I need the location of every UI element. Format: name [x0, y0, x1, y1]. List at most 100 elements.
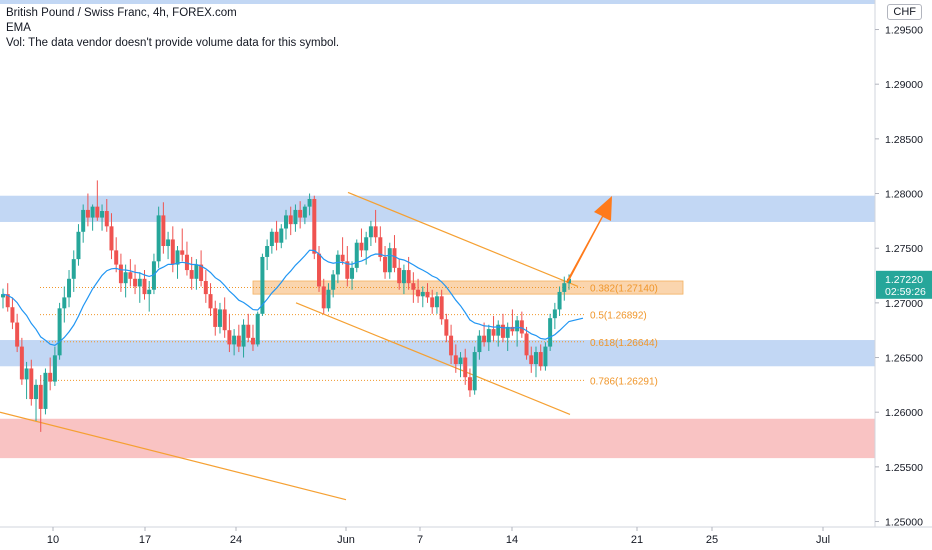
candle-body [29, 368, 34, 400]
candle-body [557, 291, 562, 310]
candle-body [34, 384, 39, 400]
fib-level-label: 0.5(1.26892) [590, 311, 647, 322]
candle-body [71, 259, 76, 279]
candle-body [321, 286, 326, 309]
candle-body [133, 278, 138, 287]
candle-body [416, 289, 421, 297]
candle-body [274, 231, 279, 243]
y-tick-label: 1.28000 [885, 189, 923, 201]
candle-body [467, 377, 472, 391]
up-arrow-annotation [566, 196, 612, 283]
y-tick-label: 1.25500 [885, 462, 923, 474]
candle-body [241, 324, 246, 347]
candle-body [397, 267, 402, 284]
candle-body [194, 264, 199, 279]
candle-body [434, 296, 439, 308]
candle-body [156, 215, 161, 262]
candle-body [5, 294, 10, 308]
candle-body [317, 253, 322, 287]
candle-body [57, 308, 62, 356]
currency-button[interactable]: CHF [887, 4, 922, 20]
y-tick-label: 1.29500 [885, 25, 923, 37]
candle-body [43, 372, 48, 409]
candle-body [85, 209, 90, 218]
candle-body [123, 272, 128, 284]
candle-body [548, 318, 553, 347]
candle-body [279, 228, 284, 243]
candle-body [265, 246, 270, 257]
candle-body [260, 256, 265, 314]
candle-body [449, 335, 454, 356]
x-tick-label: Jun [337, 534, 355, 546]
candle-body [166, 239, 171, 247]
candle-body [236, 335, 241, 347]
candle-body [378, 237, 383, 257]
candle-body [288, 215, 293, 225]
fib-level-label: 0.786(1.26291) [590, 376, 658, 387]
candle-body [307, 198, 312, 207]
candle-body [170, 239, 175, 265]
candle-body [552, 309, 557, 319]
candle-body [350, 267, 355, 279]
candle-body [326, 289, 331, 309]
y-tick-label: 1.27500 [885, 243, 923, 255]
candle-body [208, 294, 213, 309]
candle-body [458, 357, 463, 365]
candle-body [420, 291, 425, 297]
candle-body [496, 324, 501, 336]
candle-body [137, 278, 142, 287]
candle-body [67, 278, 72, 298]
zones-layer [0, 0, 875, 459]
candle-body [401, 270, 406, 284]
candle-body [76, 231, 81, 260]
time-axis-bg [0, 527, 932, 550]
candle-body [222, 309, 227, 331]
chart-title: British Pound / Swiss Franc, 4h, FOREX.c… [6, 7, 237, 19]
candle-body [510, 326, 515, 332]
x-tick-label: 17 [139, 534, 151, 546]
candle-body [24, 368, 29, 380]
ema-line [2, 249, 584, 346]
chart-legend: British Pound / Swiss Franc, 4h, FOREX.c… [6, 6, 339, 51]
candle-body [387, 248, 392, 273]
candle-body [519, 320, 524, 334]
candle-body [383, 256, 388, 273]
candle-body [52, 355, 57, 382]
candle-body [524, 333, 529, 356]
candle-body [100, 211, 105, 218]
x-tick-label: Jul [816, 534, 830, 546]
zone-red-3 [0, 418, 875, 459]
volume-note: Vol: The data vendor doesn't provide vol… [6, 37, 340, 49]
candle-body [533, 352, 538, 365]
candle-body [250, 337, 255, 345]
y-tick-label: 1.28500 [885, 134, 923, 146]
lower-trendline [295, 302, 571, 415]
candle-body [340, 254, 345, 262]
candle-body [81, 209, 86, 232]
candle-body [472, 352, 477, 391]
candle-body [15, 322, 20, 347]
candle-body [543, 346, 548, 367]
candle-body [430, 297, 435, 308]
candle-body [203, 280, 208, 295]
candle-body [373, 226, 378, 238]
annotations-layer: 0.382(1.27140) 0.5(1.26892) 0.618(1.26644)… [566, 196, 658, 387]
candle-body [128, 272, 133, 279]
x-tick-label: 7 [417, 534, 423, 546]
candle-body [439, 296, 444, 320]
candle-body [147, 289, 152, 295]
x-tick-label: 21 [631, 534, 643, 546]
candle-body [364, 237, 369, 251]
candle-body [217, 309, 222, 327]
fib-0382-box [252, 280, 684, 295]
ema-indicator-label: EMA [6, 22, 31, 34]
fib-level-label: 0.618(1.26644) [590, 338, 658, 349]
candle-body [95, 206, 100, 218]
candle-body [10, 307, 15, 323]
candle-body [406, 270, 411, 284]
candle-body [453, 355, 458, 365]
candle-body [255, 313, 260, 345]
candle-body [246, 324, 251, 338]
candle-body [48, 372, 53, 382]
